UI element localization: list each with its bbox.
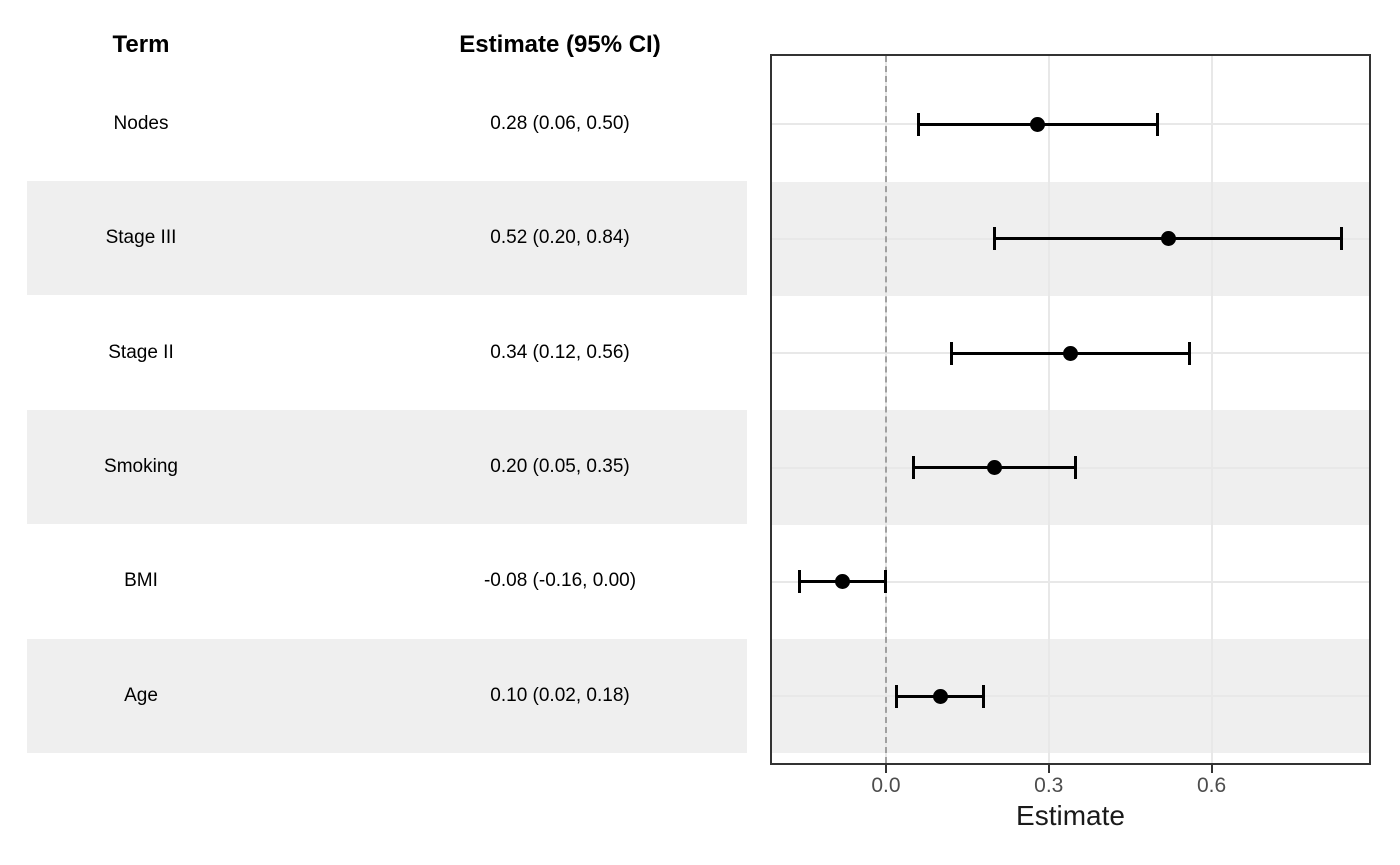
table-row: Age 0.10 (0.02, 0.18): [27, 639, 747, 753]
ci-upper-cap: [1340, 227, 1344, 251]
estimate-point: [987, 460, 1003, 476]
vertical-gridline: [1210, 56, 1213, 763]
x-tick-label: 0.3: [1034, 774, 1064, 797]
vertical-gridline: [1047, 56, 1050, 763]
estimate-point: [835, 574, 851, 590]
term-label: Stage III: [105, 227, 177, 248]
zero-reference-line: [884, 56, 887, 763]
estimate-ci-value: 0.10 (0.02, 0.18): [490, 685, 630, 706]
estimate-ci-value: -0.08 (-0.16, 0.00): [483, 570, 637, 591]
ci-lower-cap: [895, 684, 899, 708]
ci-upper-cap: [884, 570, 888, 594]
table-row: Stage III 0.52 (0.20, 0.84): [27, 181, 747, 295]
x-axis-tick: [884, 765, 887, 773]
ci-upper-cap: [982, 684, 986, 708]
ci-upper-cap: [1188, 341, 1192, 365]
x-tick-label: 0.0: [871, 774, 901, 797]
estimate-point: [1030, 116, 1046, 132]
x-axis-tick: [1210, 765, 1213, 773]
term-label: Stage II: [108, 342, 174, 363]
ci-lower-cap: [797, 570, 801, 594]
horizontal-gridline: [772, 580, 1369, 583]
table-row: Stage II 0.34 (0.12, 0.56): [27, 296, 747, 410]
horizontal-gridline: [772, 695, 1369, 698]
estimate-ci-value: 0.52 (0.20, 0.84): [490, 227, 630, 248]
table-row: BMI -0.08 (-0.16, 0.00): [27, 524, 747, 638]
table-row: Nodes 0.28 (0.06, 0.50): [27, 67, 747, 181]
estimate-ci-value: 0.28 (0.06, 0.50): [490, 113, 630, 134]
estimate-ci-value: 0.20 (0.05, 0.35): [490, 456, 630, 477]
term-column-header: Term: [112, 31, 170, 58]
ci-lower-cap: [917, 112, 921, 136]
estimate-column-header: Estimate (95% CI): [459, 31, 661, 58]
table-row: Smoking 0.20 (0.05, 0.35): [27, 410, 747, 524]
ci-upper-cap: [1155, 112, 1159, 136]
plot-panel: [770, 54, 1371, 765]
term-label: Age: [124, 685, 158, 706]
ci-lower-cap: [993, 227, 997, 251]
x-tick-label: 0.6: [1196, 774, 1227, 797]
estimate-point: [1160, 231, 1176, 247]
ci-lower-cap: [911, 456, 915, 480]
ci-lower-cap: [949, 341, 953, 365]
x-axis-title: Estimate: [1016, 800, 1125, 831]
estimate-point: [932, 688, 948, 704]
term-label: BMI: [124, 570, 158, 591]
ci-upper-cap: [1074, 456, 1078, 480]
estimate-ci-value: 0.34 (0.12, 0.56): [490, 342, 630, 363]
term-label: Smoking: [104, 456, 178, 477]
term-label: Nodes: [113, 113, 169, 134]
x-axis-tick: [1047, 765, 1050, 773]
estimate-point: [1063, 345, 1078, 361]
